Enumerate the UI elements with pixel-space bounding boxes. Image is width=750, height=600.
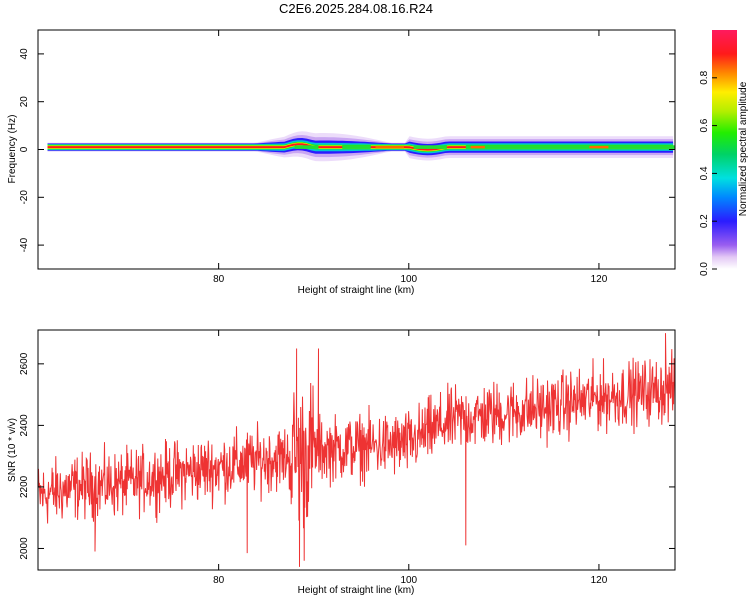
band-green-segment bbox=[465, 145, 675, 149]
spectrogram-xtick-label: 100 bbox=[400, 274, 417, 285]
snr-ytick-label: 2200 bbox=[19, 475, 30, 498]
spectrogram-ytick-label: -40 bbox=[19, 237, 30, 252]
colorbar-tick-label: 0.8 bbox=[699, 70, 710, 84]
colorbar-gradient bbox=[712, 30, 737, 269]
snr-series-line bbox=[38, 333, 675, 567]
snr-xlabel: Height of straight line (km) bbox=[298, 585, 415, 596]
spectrogram-ytick-label: 40 bbox=[19, 48, 30, 60]
band-green-segment bbox=[294, 145, 319, 149]
spectrogram-band bbox=[47, 131, 675, 162]
snr-ticks: 80 100 120 2000 2200 2400 2600 bbox=[19, 330, 675, 586]
band-hot-segment bbox=[589, 145, 609, 149]
spectrogram-ylabel: Frequency (Hz) bbox=[7, 115, 18, 184]
snr-xtick-label: 100 bbox=[400, 575, 417, 586]
spectrogram-ytick-label: -20 bbox=[19, 190, 30, 205]
snr-ytick-label: 2400 bbox=[19, 414, 30, 437]
colorbar-label: Normalized spectral amplitude bbox=[738, 81, 749, 216]
colorbar: 0.0 0.2 0.4 0.6 0.8 Normalized spectral ampl… bbox=[699, 30, 749, 276]
spectrogram-xtick-label: 80 bbox=[213, 274, 225, 285]
snr-ytick-label: 2600 bbox=[19, 352, 30, 375]
spectrogram-xlabel: Height of straight line (km) bbox=[298, 285, 415, 296]
spectrogram-ticks: 80 100 120 40 20 0 -20 -40 bbox=[19, 30, 675, 285]
colorbar-tick-label: 0.2 bbox=[699, 214, 710, 228]
spectrogram-xtick-label: 120 bbox=[591, 274, 608, 285]
snr-ylabel: SNR (10 * v/v) bbox=[7, 418, 18, 482]
colorbar-tick-label: 0.4 bbox=[699, 166, 710, 180]
snr-frame bbox=[37, 329, 676, 571]
spectrogram-ytick-label: 0 bbox=[19, 146, 30, 152]
band-green-segment bbox=[342, 145, 371, 149]
colorbar-ticks: 0.0 0.2 0.4 0.6 0.8 bbox=[699, 70, 717, 276]
colorbar-tick-label: 0.6 bbox=[699, 118, 710, 132]
band-green-segment bbox=[413, 145, 447, 149]
snr-xtick-label: 120 bbox=[591, 575, 608, 586]
band-hot-segment bbox=[470, 145, 485, 149]
figure-title: C2E6.2025.284.08.16.R24 bbox=[279, 1, 433, 16]
snr-xtick-label: 80 bbox=[213, 575, 225, 586]
spectrogram-panel: 80 100 120 40 20 0 -20 -40 Height of straight l… bbox=[7, 29, 676, 296]
band-hot-segment bbox=[375, 145, 405, 149]
colorbar-tick-label: 0.0 bbox=[699, 262, 710, 276]
spectrogram-ytick-label: 20 bbox=[19, 96, 30, 108]
snr-ytick-label: 2000 bbox=[19, 537, 30, 560]
snr-panel: 80 100 120 2000 2200 2400 2600 Height of strai… bbox=[7, 329, 676, 596]
